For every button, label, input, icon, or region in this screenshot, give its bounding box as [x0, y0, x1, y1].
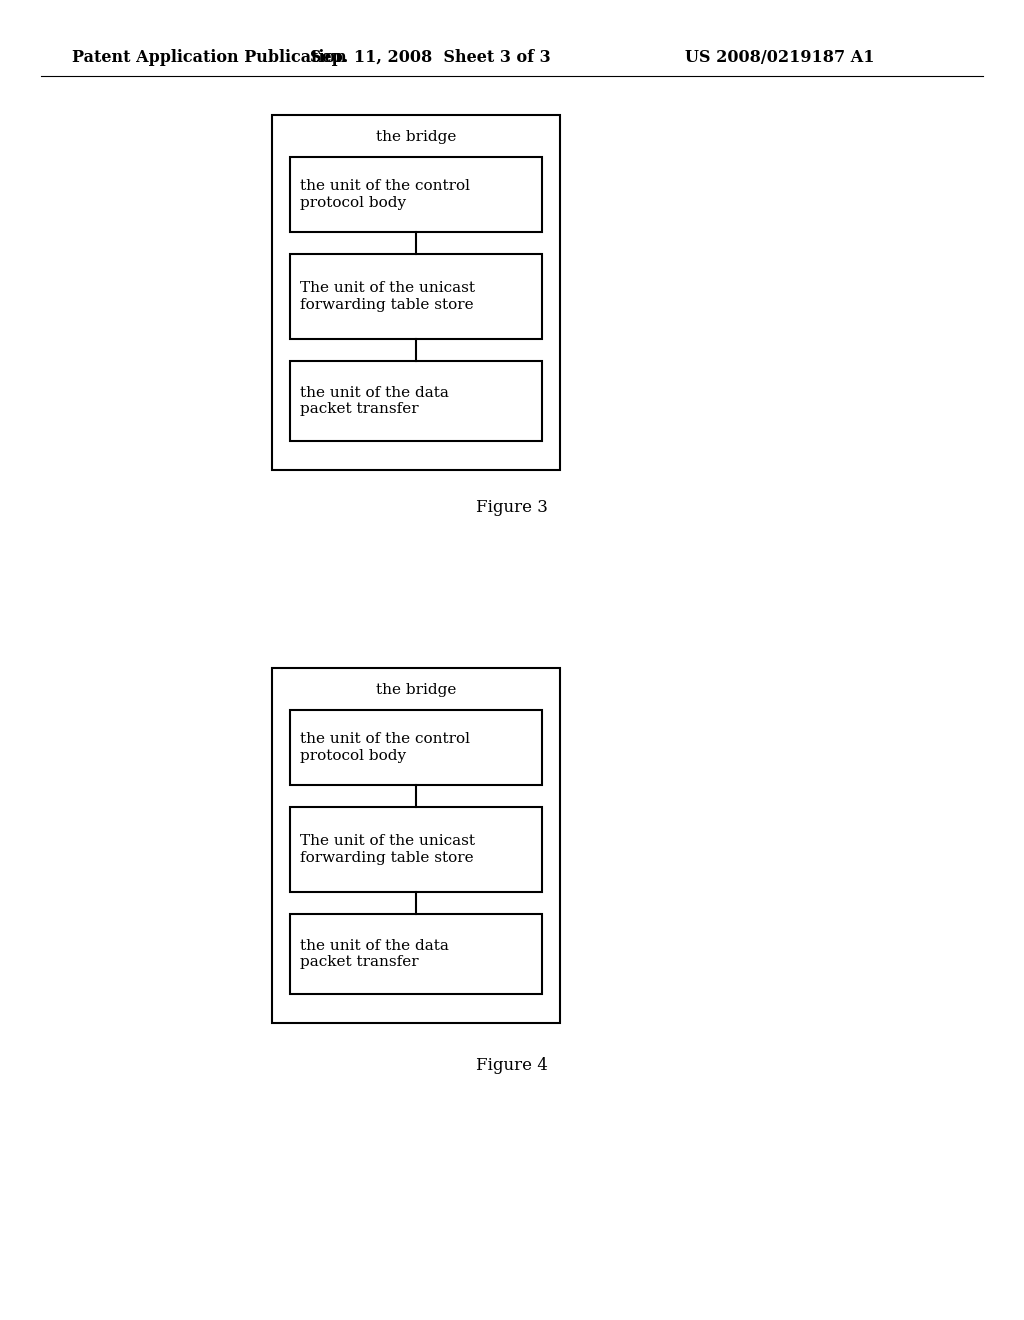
Bar	[290, 710, 542, 785]
Bar	[290, 913, 542, 994]
Text: US 2008/0219187 A1: US 2008/0219187 A1	[685, 49, 874, 66]
Text: The unit of the unicast
forwarding table store: The unit of the unicast forwarding table…	[300, 834, 475, 865]
Bar	[272, 668, 560, 1023]
Text: the unit of the data
packet transfer: the unit of the data packet transfer	[300, 385, 449, 416]
Text: the unit of the control
protocol body: the unit of the control protocol body	[300, 733, 470, 763]
Text: Figure 3: Figure 3	[476, 499, 548, 516]
Bar	[290, 360, 542, 441]
Text: Figure 4: Figure 4	[476, 1056, 548, 1073]
Bar	[290, 253, 542, 339]
Text: Sep. 11, 2008  Sheet 3 of 3: Sep. 11, 2008 Sheet 3 of 3	[309, 49, 550, 66]
Text: The unit of the unicast
forwarding table store: The unit of the unicast forwarding table…	[300, 281, 475, 312]
Bar	[290, 807, 542, 892]
Text: the bridge: the bridge	[376, 682, 456, 697]
Text: the unit of the control
protocol body: the unit of the control protocol body	[300, 180, 470, 210]
Bar	[290, 157, 542, 232]
Text: the unit of the data
packet transfer: the unit of the data packet transfer	[300, 939, 449, 969]
Bar	[272, 115, 560, 470]
Text: Patent Application Publication: Patent Application Publication	[72, 49, 347, 66]
Text: the bridge: the bridge	[376, 129, 456, 144]
